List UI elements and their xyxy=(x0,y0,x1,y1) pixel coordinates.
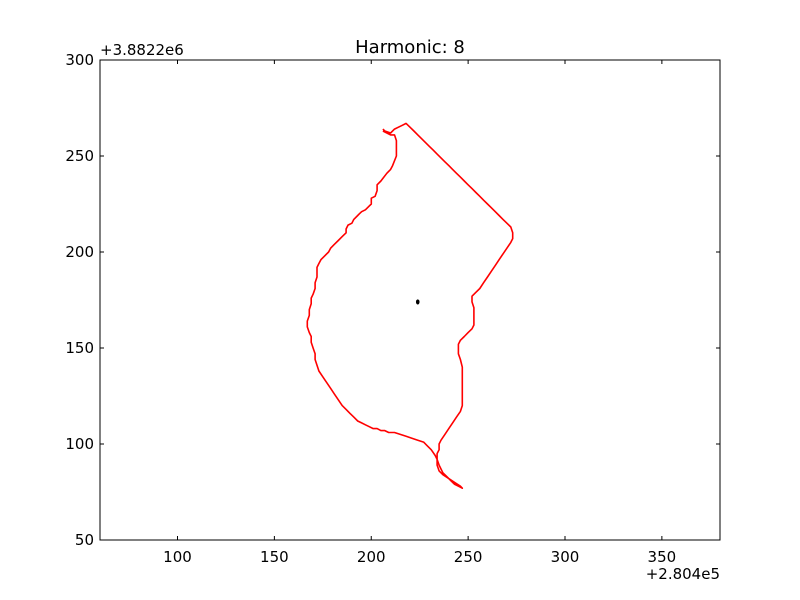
y-tick-label: 300 xyxy=(65,51,94,69)
centroid-point xyxy=(415,299,420,305)
x-tick-label: 100 xyxy=(163,548,192,566)
axis-ticks: 100 150 200 250 300 350 50 100 150 200 250 300 xyxy=(65,51,720,566)
y-offset-label: +3.8822e6 xyxy=(100,41,184,59)
y-tick-label: 200 xyxy=(65,243,94,261)
x-offset-label: +2.804e5 xyxy=(646,565,720,583)
plot-area xyxy=(306,122,514,489)
series-line-0 xyxy=(306,122,514,489)
y-tick-label: 50 xyxy=(75,531,94,549)
axes-frame xyxy=(99,59,721,541)
chart-title: Harmonic: 8 xyxy=(355,37,465,58)
x-tick-label: 300 xyxy=(551,548,580,566)
y-tick-label: 100 xyxy=(65,435,94,453)
x-tick-label: 350 xyxy=(648,548,677,566)
x-tick-label: 150 xyxy=(260,548,289,566)
y-tick-label: 150 xyxy=(65,339,94,357)
x-tick-label: 200 xyxy=(357,548,386,566)
y-tick-label: 250 xyxy=(65,147,94,165)
x-tick-label: 250 xyxy=(454,548,483,566)
